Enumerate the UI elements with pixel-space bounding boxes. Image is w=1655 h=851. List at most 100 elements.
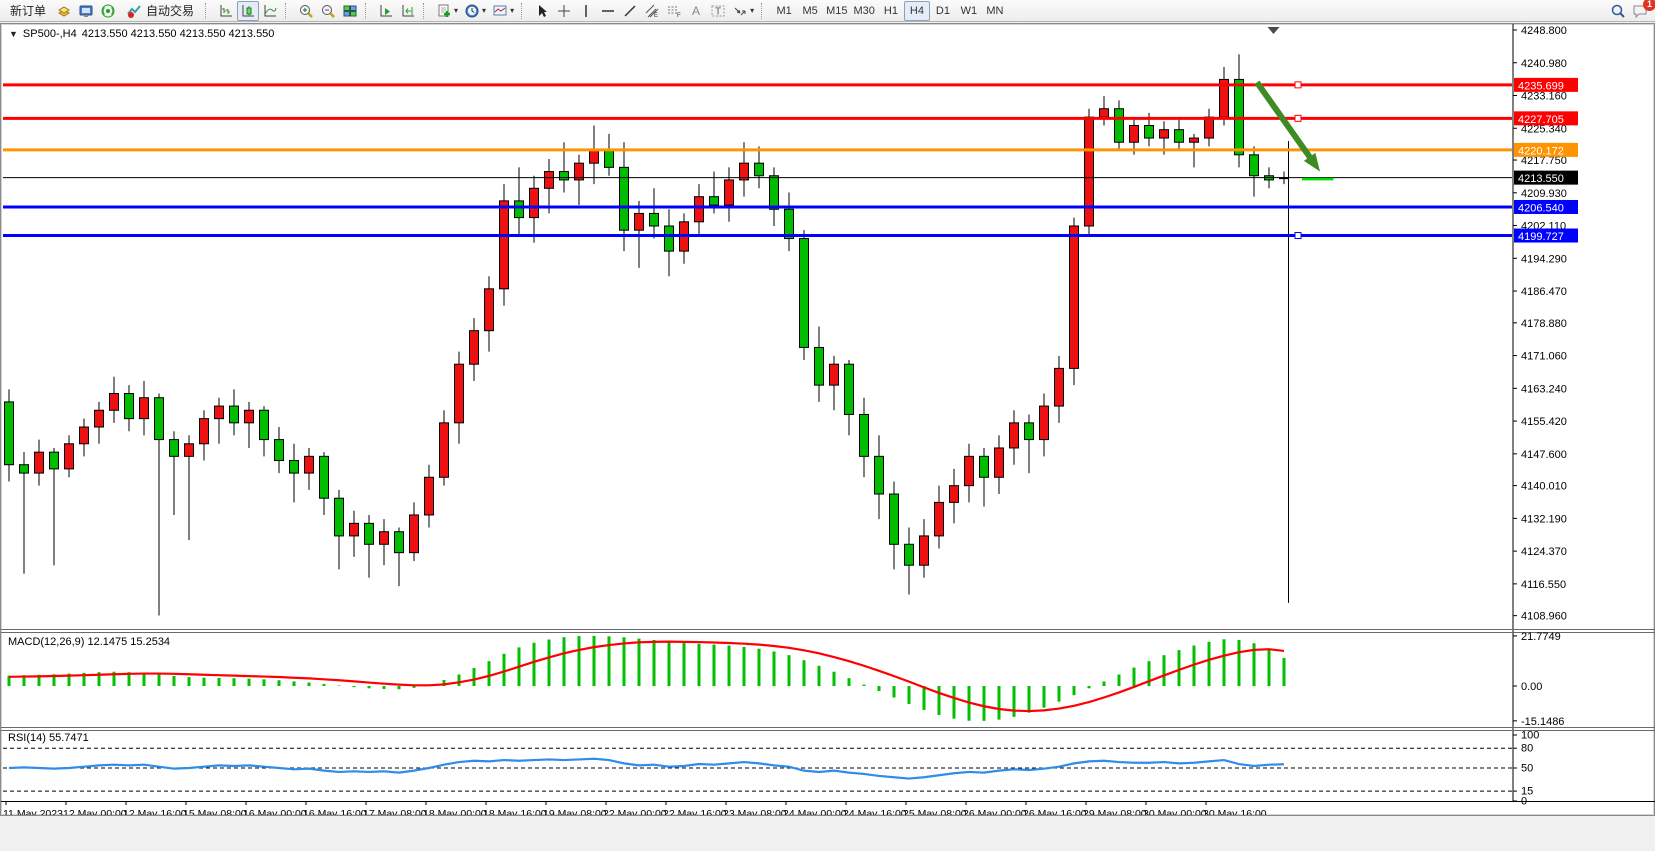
horizontal-line-object[interactable] xyxy=(3,228,1578,243)
window-frame-bottom xyxy=(1,840,1655,851)
price-tick-label: 4147.600 xyxy=(1521,449,1567,461)
horizontal-line-object[interactable] xyxy=(3,111,1578,126)
vertical-line-button[interactable] xyxy=(575,1,597,21)
terminal-button[interactable] xyxy=(75,1,97,21)
text-label-button[interactable]: T xyxy=(707,1,729,21)
chart-shift-icon xyxy=(402,4,415,16)
timeframe-m15-button[interactable]: M15 xyxy=(823,1,850,21)
new-chart-button[interactable]: ▾ xyxy=(433,1,461,21)
chart-window[interactable]: ▼ SP500-,H4 4213.550 4213.550 4213.550 4… xyxy=(0,23,1655,851)
trend-arrow-object[interactable] xyxy=(1254,80,1320,172)
timeframe-mn-button[interactable]: MN xyxy=(982,1,1008,21)
candle-body xyxy=(304,455,314,474)
cursor-button[interactable] xyxy=(531,1,553,21)
line-handle[interactable] xyxy=(1294,114,1302,122)
candle-body xyxy=(769,175,779,210)
candlestick-button[interactable] xyxy=(237,0,260,21)
candle-body xyxy=(4,401,14,466)
crosshair-button[interactable] xyxy=(553,1,575,21)
svg-text:T: T xyxy=(715,6,721,17)
candle-body xyxy=(544,171,554,189)
candle-body xyxy=(964,455,974,487)
timeframe-d1-button[interactable]: D1 xyxy=(930,1,956,21)
candles xyxy=(4,54,1289,616)
time-tick-label: 19 May 08:00 xyxy=(543,808,607,815)
time-tick-label: 30 May 00:00 xyxy=(1143,808,1207,815)
candle-body xyxy=(634,212,644,231)
tile-windows-icon xyxy=(343,5,357,16)
chevron-down-icon: ▾ xyxy=(454,6,459,15)
chart-shift-marker-icon[interactable] xyxy=(1267,27,1280,34)
zoom-in-button[interactable] xyxy=(295,1,317,21)
candle-body xyxy=(814,346,824,386)
candle-body xyxy=(754,162,764,177)
pane-divider[interactable] xyxy=(1,727,1655,731)
fibonacci-button[interactable]: F xyxy=(663,1,685,21)
candle-body xyxy=(784,208,794,240)
tile-windows-button[interactable] xyxy=(339,1,361,21)
chevron-down-icon: ▾ xyxy=(510,6,515,15)
price-axis[interactable] xyxy=(1513,29,1517,617)
auto-trading-button[interactable]: 自动交易 xyxy=(119,1,201,21)
chart-ohlc-values: 4213.550 4213.550 4213.550 4213.550 xyxy=(81,28,275,40)
candle-body xyxy=(979,455,989,478)
signals-button[interactable] xyxy=(97,1,119,21)
notifications-button[interactable]: 1 xyxy=(1629,0,1655,21)
timeframe-h4-button[interactable]: H4 xyxy=(903,0,930,21)
clock-icon xyxy=(465,4,479,17)
chevron-down-icon: ▾ xyxy=(750,6,755,15)
channel-button[interactable]: E xyxy=(641,1,663,21)
timeframe-m5-button[interactable]: M5 xyxy=(797,1,823,21)
horizontal-line-object[interactable] xyxy=(3,199,1578,214)
auto-scroll-button[interactable] xyxy=(375,1,397,21)
horizontal-line-button[interactable] xyxy=(597,1,619,21)
chart-shift-button[interactable] xyxy=(397,1,419,21)
price-label-text: 4199.727 xyxy=(1518,231,1564,243)
horizontal-line-object[interactable] xyxy=(3,170,1578,185)
timeframe-m1-button[interactable]: M1 xyxy=(771,1,797,21)
price-chart-canvas[interactable]: 4248.800 4240.980 4233.160 4225.340 4217.750… xyxy=(1,24,1655,815)
timeframe-h1-button[interactable]: H1 xyxy=(878,1,904,21)
candle-body xyxy=(274,439,284,462)
profiles-button[interactable]: ▾ xyxy=(461,1,489,21)
horizontal-line-object[interactable] xyxy=(3,142,1578,157)
zoom-out-button[interactable] xyxy=(317,1,339,21)
timeframe-label: M5 xyxy=(802,4,818,17)
candle-body xyxy=(379,531,389,545)
candle-body xyxy=(919,535,929,566)
line-handle[interactable] xyxy=(1294,81,1302,89)
candle-body xyxy=(439,422,449,478)
new-order-button[interactable]: 新订单 xyxy=(3,1,53,21)
candle-body xyxy=(484,288,494,332)
candle-body xyxy=(289,460,299,474)
horizontal-line-object[interactable] xyxy=(3,77,1578,92)
one-click-trading-toggle-icon[interactable]: ▼ xyxy=(9,29,18,39)
market-watch-button[interactable] xyxy=(53,1,75,21)
timeframe-w1-button[interactable]: W1 xyxy=(956,1,982,21)
line-handle[interactable] xyxy=(1294,232,1302,240)
bar-chart-button[interactable] xyxy=(215,1,237,21)
price-label-box xyxy=(1514,77,1578,92)
svg-text:E: E xyxy=(654,13,658,19)
text-button[interactable]: A xyxy=(685,1,707,21)
search-button[interactable] xyxy=(1607,1,1629,21)
channel-icon: E xyxy=(645,4,659,19)
candle-body xyxy=(244,409,254,424)
line-chart-button[interactable] xyxy=(259,1,281,21)
templates-button[interactable]: ▾ xyxy=(489,1,517,21)
trendline-button[interactable] xyxy=(619,1,641,21)
candle-body xyxy=(949,485,959,503)
pane-divider[interactable] xyxy=(1,629,1655,633)
arrows-button[interactable]: ▾ xyxy=(729,1,757,21)
timeframe-m30-button[interactable]: M30 xyxy=(851,1,878,21)
new-chart-icon xyxy=(438,4,451,17)
candle-body xyxy=(454,363,464,424)
macd-tick-label: 21.7749 xyxy=(1521,631,1561,643)
candle-body xyxy=(1189,137,1199,143)
time-axis[interactable] xyxy=(5,801,1207,805)
price-tick-label: 4209.930 xyxy=(1521,188,1567,200)
candle-body xyxy=(619,166,629,231)
candle-body xyxy=(829,363,839,386)
price-tick-label: 4217.750 xyxy=(1521,155,1567,167)
